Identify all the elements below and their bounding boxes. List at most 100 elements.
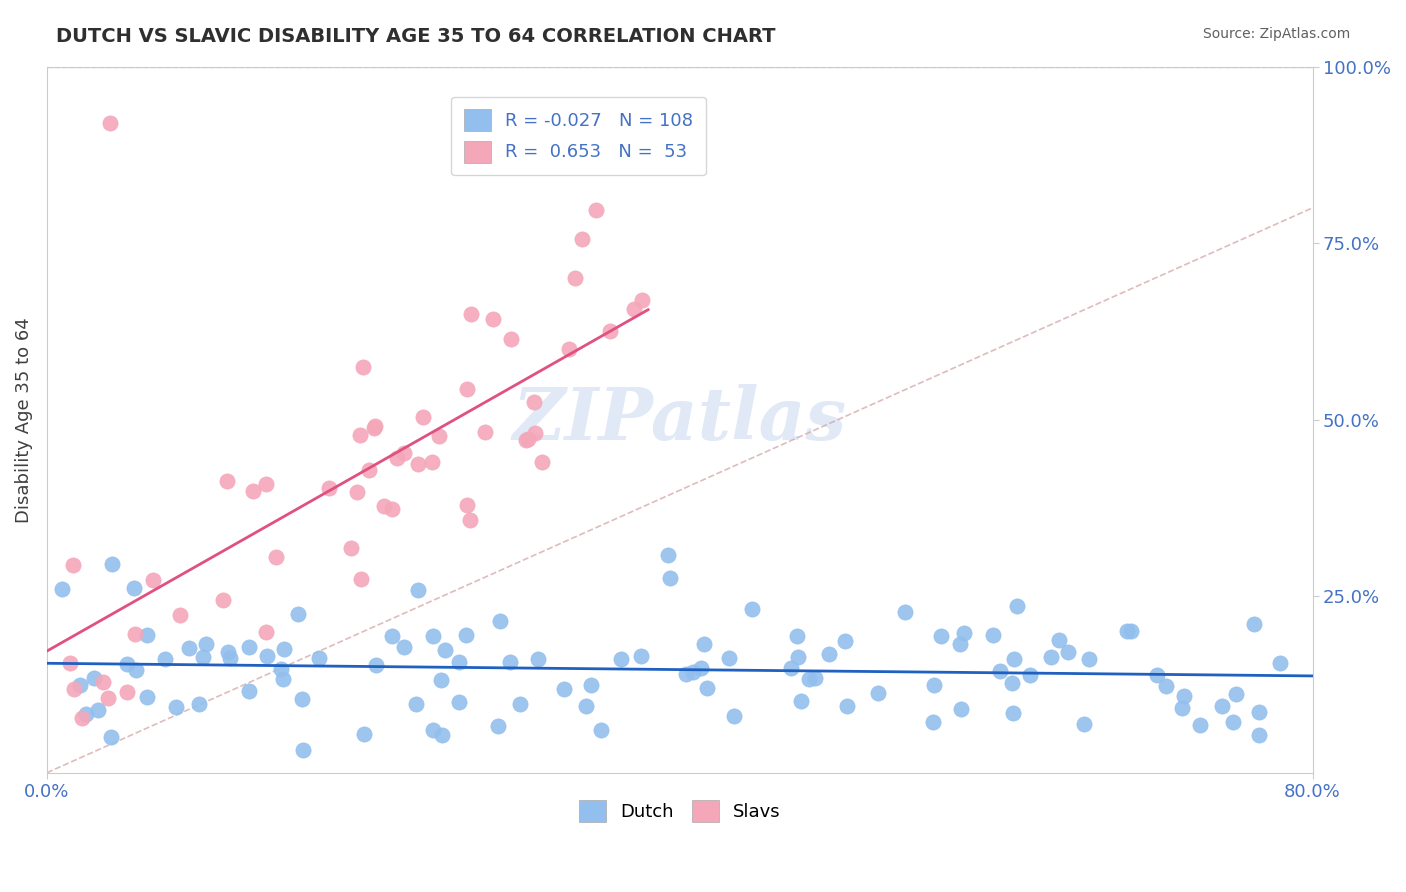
Point xyxy=(427,429,450,443)
Point xyxy=(1001,676,1024,690)
Point xyxy=(515,434,537,448)
Point xyxy=(1249,728,1271,742)
Point xyxy=(564,271,586,285)
Point xyxy=(238,684,260,698)
Point xyxy=(373,500,395,514)
Point xyxy=(353,726,375,740)
Point xyxy=(1007,599,1029,613)
Point xyxy=(1146,668,1168,682)
Point xyxy=(142,573,165,587)
Point xyxy=(339,541,361,555)
Point xyxy=(346,484,368,499)
Point xyxy=(62,558,84,572)
Point xyxy=(63,682,86,697)
Point xyxy=(623,301,645,316)
Point xyxy=(215,474,238,488)
Point xyxy=(124,663,146,677)
Point xyxy=(447,655,470,669)
Point xyxy=(456,382,478,396)
Point xyxy=(187,697,209,711)
Point xyxy=(69,678,91,692)
Point xyxy=(741,602,763,616)
Point xyxy=(193,650,215,665)
Point xyxy=(264,549,287,564)
Point xyxy=(1040,650,1063,665)
Point xyxy=(1211,698,1233,713)
Point xyxy=(631,293,654,308)
Point xyxy=(1047,633,1070,648)
Point xyxy=(59,656,82,670)
Point xyxy=(392,640,415,655)
Point xyxy=(599,324,621,338)
Point xyxy=(988,664,1011,678)
Point xyxy=(523,425,546,440)
Point xyxy=(779,661,801,675)
Point xyxy=(349,427,371,442)
Point xyxy=(949,702,972,716)
Point xyxy=(271,672,294,686)
Point xyxy=(516,432,538,446)
Point xyxy=(408,458,430,472)
Point xyxy=(835,698,858,713)
Point xyxy=(75,706,97,721)
Point xyxy=(1173,690,1195,704)
Point xyxy=(430,673,453,687)
Point xyxy=(717,651,740,665)
Point xyxy=(385,451,408,466)
Point xyxy=(86,703,108,717)
Point xyxy=(818,647,841,661)
Point xyxy=(352,359,374,374)
Point xyxy=(218,651,240,665)
Point xyxy=(364,418,387,433)
Point xyxy=(381,629,404,643)
Point xyxy=(291,692,314,706)
Point xyxy=(254,624,277,639)
Point xyxy=(1001,706,1024,720)
Point xyxy=(922,678,945,692)
Point xyxy=(1243,617,1265,632)
Point xyxy=(531,455,554,469)
Text: DUTCH VS SLAVIC DISABILITY AGE 35 TO 64 CORRELATION CHART: DUTCH VS SLAVIC DISABILITY AGE 35 TO 64 … xyxy=(56,27,776,45)
Point xyxy=(929,629,952,643)
Point xyxy=(100,730,122,744)
Point xyxy=(482,312,505,326)
Point xyxy=(1077,652,1099,666)
Point xyxy=(657,548,679,562)
Point xyxy=(1188,717,1211,731)
Point xyxy=(571,232,593,246)
Point xyxy=(91,674,114,689)
Point xyxy=(834,633,856,648)
Text: Source: ZipAtlas.com: Source: ZipAtlas.com xyxy=(1202,27,1350,41)
Point xyxy=(1154,679,1177,693)
Point xyxy=(509,697,531,711)
Point xyxy=(177,641,200,656)
Point xyxy=(893,605,915,619)
Point xyxy=(169,607,191,622)
Point xyxy=(97,691,120,706)
Point xyxy=(101,557,124,571)
Point xyxy=(256,477,278,491)
Point xyxy=(195,637,218,651)
Point xyxy=(422,629,444,643)
Point xyxy=(51,582,73,597)
Point xyxy=(98,116,121,130)
Point xyxy=(523,395,546,409)
Point xyxy=(136,690,159,705)
Point xyxy=(357,463,380,477)
Point xyxy=(405,697,427,711)
Point xyxy=(242,484,264,499)
Point xyxy=(575,699,598,714)
Point xyxy=(406,582,429,597)
Point xyxy=(392,445,415,459)
Point xyxy=(447,695,470,709)
Point xyxy=(866,685,889,699)
Point xyxy=(366,658,388,673)
Point xyxy=(553,681,575,696)
Point xyxy=(921,714,943,729)
Point xyxy=(799,672,821,686)
Point xyxy=(1119,624,1142,638)
Point xyxy=(287,607,309,621)
Point xyxy=(630,648,652,663)
Point xyxy=(381,501,404,516)
Point xyxy=(591,723,613,737)
